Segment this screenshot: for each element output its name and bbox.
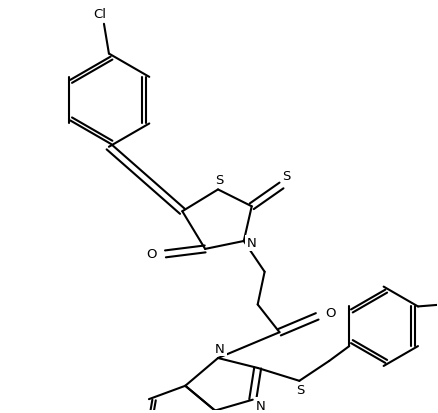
Text: N: N: [246, 237, 256, 250]
Text: O: O: [324, 306, 335, 319]
Text: N: N: [215, 342, 224, 355]
Text: O: O: [146, 248, 156, 261]
Text: S: S: [296, 383, 304, 396]
Text: N: N: [255, 399, 265, 412]
Text: S: S: [282, 170, 290, 183]
Text: Cl: Cl: [93, 8, 106, 21]
Text: S: S: [214, 173, 223, 187]
